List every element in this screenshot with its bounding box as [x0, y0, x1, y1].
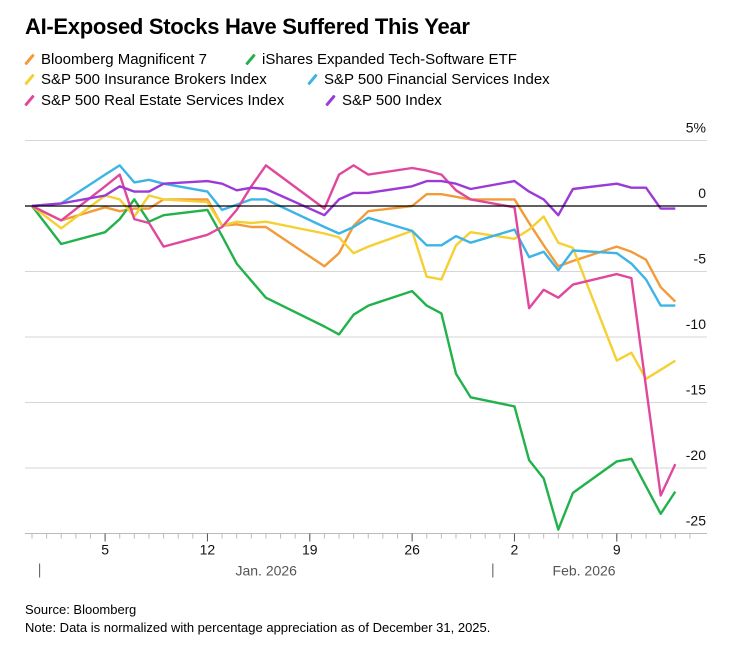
- series-line-1: [31, 198, 677, 531]
- series-line-5: [31, 179, 676, 217]
- x-tick-label: 5: [101, 542, 109, 558]
- month-label: Jan. 2026: [235, 563, 297, 579]
- x-tick-label: 2: [511, 542, 519, 558]
- footnote: Note: Data is normalized with percentage…: [25, 620, 491, 635]
- source-note: Source: Bloomberg: [25, 602, 137, 617]
- legend-label: S&P 500 Insurance Brokers Index: [41, 71, 267, 88]
- legend-label: S&P 500 Financial Services Index: [324, 71, 550, 88]
- legend-label: iShares Expanded Tech-Software ETF: [262, 51, 517, 68]
- legend-item-magnificent-7: Bloomberg Magnificent 7: [24, 51, 207, 68]
- x-tick-label: 19: [302, 542, 318, 558]
- legend-label: S&P 500 Real Estate Services Index: [41, 92, 285, 109]
- legend-label: Bloomberg Magnificent 7: [41, 51, 207, 68]
- x-tick-label: 26: [404, 542, 420, 558]
- month-label: Feb. 2026: [553, 563, 616, 579]
- legend-item-tech-software: iShares Expanded Tech-Software ETF: [245, 51, 517, 68]
- series-line-2: [31, 194, 676, 381]
- series-line-4: [31, 164, 677, 497]
- y-tick-label: -10: [686, 316, 706, 332]
- legend-item-financial-services: S&P 500 Financial Services Index: [307, 71, 550, 88]
- legend-label: S&P 500 Index: [342, 92, 442, 109]
- x-tick-label: 9: [613, 542, 621, 558]
- legend-item-insurance-brokers: S&P 500 Insurance Brokers Index: [24, 71, 267, 88]
- series-line-3: [31, 164, 676, 307]
- y-tick-label: -15: [686, 382, 706, 398]
- x-tick-label: 12: [200, 542, 216, 558]
- y-tick-label: 0: [698, 185, 706, 201]
- y-tick-label: -25: [686, 513, 706, 529]
- y-tick-label: 5%: [686, 120, 706, 136]
- series-line-0: [31, 192, 677, 303]
- y-tick-label: -5: [694, 251, 707, 267]
- y-tick-label: -20: [686, 447, 706, 463]
- legend-item-real-estate-services: S&P 500 Real Estate Services Index: [24, 92, 285, 109]
- chart-title: AI-Exposed Stocks Have Suffered This Yea…: [25, 14, 470, 39]
- legend-item-sp500: S&P 500 Index: [325, 92, 442, 109]
